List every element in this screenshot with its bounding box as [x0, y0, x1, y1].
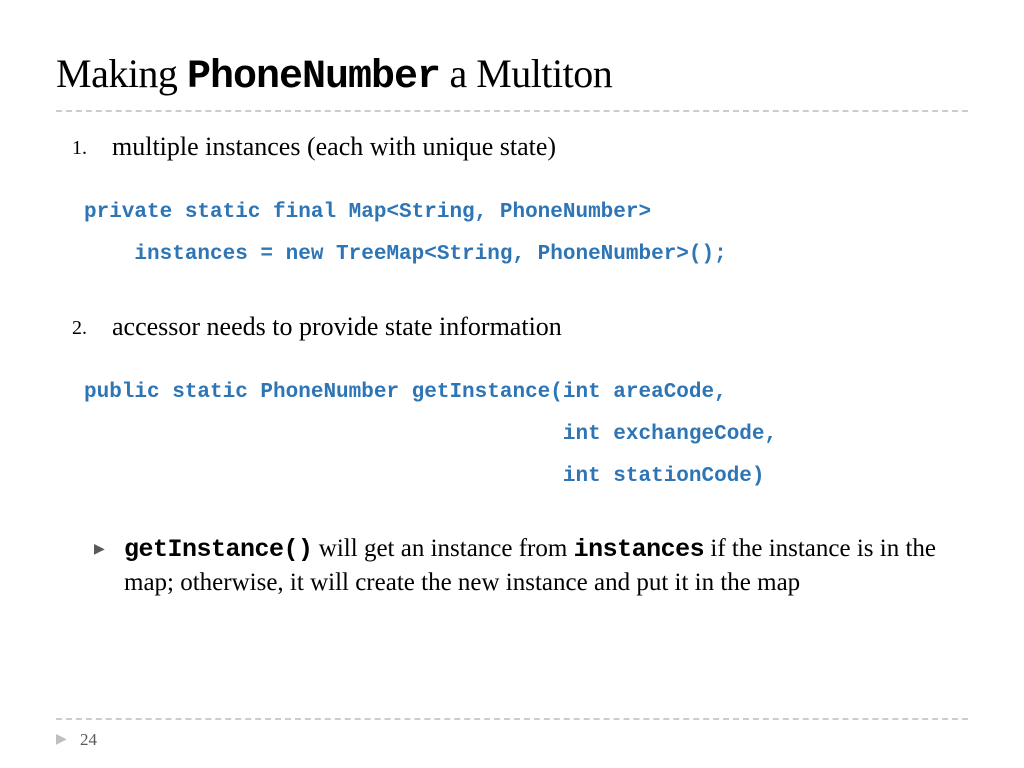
title-post: a Multiton	[440, 51, 612, 96]
inline-code: instances	[574, 535, 705, 564]
list-marker: 2.	[66, 310, 112, 344]
footer-arrow-icon: ▶	[56, 731, 67, 748]
code-block: private static final Map<String, PhoneNu…	[84, 192, 968, 276]
inline-code: getInstance()	[124, 535, 313, 564]
title-divider	[56, 110, 968, 112]
item-text: multiple instances (each with unique sta…	[112, 132, 556, 161]
code-block: public static PhoneNumber getInstance(in…	[84, 372, 968, 498]
sub-text: will get an instance from	[313, 535, 574, 562]
list-item: 2. accessor needs to provide state infor…	[66, 310, 968, 344]
title-pre: Making	[56, 51, 187, 96]
item-text: accessor needs to provide state informat…	[112, 312, 562, 341]
title-code: PhoneNumber	[187, 55, 440, 100]
slide-content: 1. multiple instances (each with unique …	[56, 130, 968, 600]
footer-divider	[56, 718, 968, 720]
list-body: accessor needs to provide state informat…	[112, 310, 968, 344]
list-body: multiple instances (each with unique sta…	[112, 130, 968, 164]
page-number: 24	[80, 730, 97, 750]
list-marker: 1.	[66, 130, 112, 164]
list-item: 1. multiple instances (each with unique …	[66, 130, 968, 164]
sub-body: getInstance() will get an instance from …	[124, 532, 968, 601]
bullet-icon: ▶	[94, 532, 124, 601]
slide-title: Making PhoneNumber a Multiton	[56, 50, 968, 100]
sub-list-item: ▶ getInstance() will get an instance fro…	[94, 532, 968, 601]
